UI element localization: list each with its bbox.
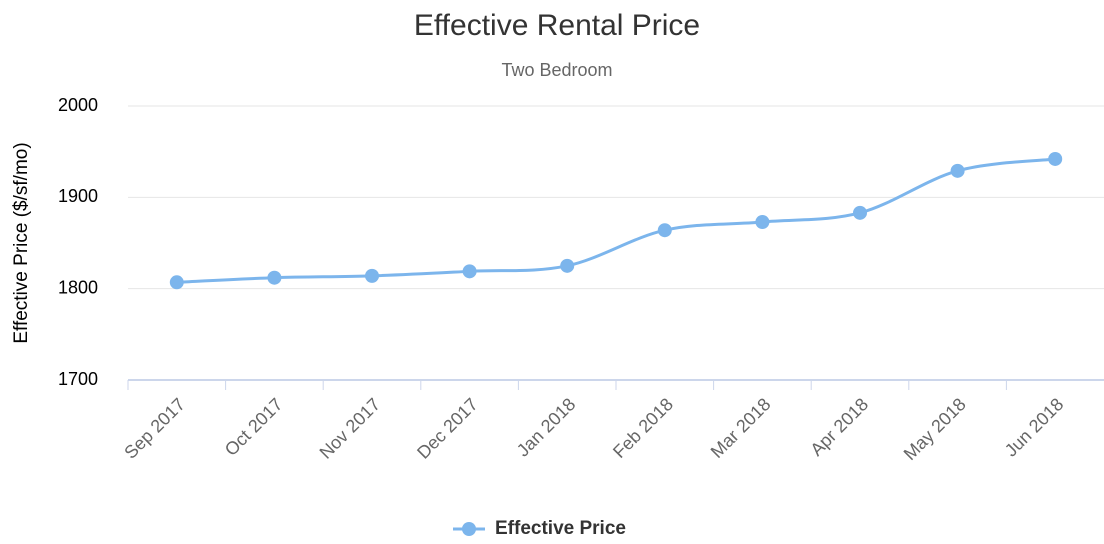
y-tick-label: 1700 bbox=[58, 369, 98, 389]
chart-subtitle: Two Bedroom bbox=[501, 60, 612, 80]
x-tick-label: Jun 2018 bbox=[1001, 394, 1068, 461]
chart-title: Effective Rental Price bbox=[414, 9, 700, 42]
point bbox=[267, 270, 282, 285]
point bbox=[1048, 151, 1063, 166]
x-tick-label: Apr 2018 bbox=[806, 394, 872, 460]
y-tick-label: 2000 bbox=[58, 95, 98, 115]
y-axis-label: Effective Price ($/sf/mo) bbox=[11, 142, 32, 343]
legend-marker bbox=[462, 522, 476, 536]
point bbox=[365, 268, 379, 283]
line bbox=[176, 157, 1056, 284]
point bbox=[853, 205, 867, 220]
point bbox=[462, 264, 477, 279]
point bbox=[657, 223, 672, 238]
x-tick-label: Jan 2018 bbox=[513, 394, 580, 461]
x-tick-label: Sep 2017 bbox=[120, 394, 189, 463]
x-tick-label: Mar 2018 bbox=[707, 394, 775, 462]
point bbox=[560, 258, 575, 273]
x-tick-label: Oct 2017 bbox=[221, 394, 287, 460]
point bbox=[169, 275, 184, 290]
point bbox=[950, 163, 965, 178]
y-tick-label: 1800 bbox=[58, 277, 98, 297]
x-tick-label: Dec 2017 bbox=[413, 394, 482, 463]
x-tick-label: Nov 2017 bbox=[316, 394, 385, 463]
x-tick-label: May 2018 bbox=[900, 394, 970, 464]
legend-label: Effective Price bbox=[495, 518, 626, 539]
x-tick-label: Feb 2018 bbox=[609, 394, 677, 462]
point bbox=[755, 214, 770, 229]
y-tick-label: 1900 bbox=[58, 186, 98, 206]
